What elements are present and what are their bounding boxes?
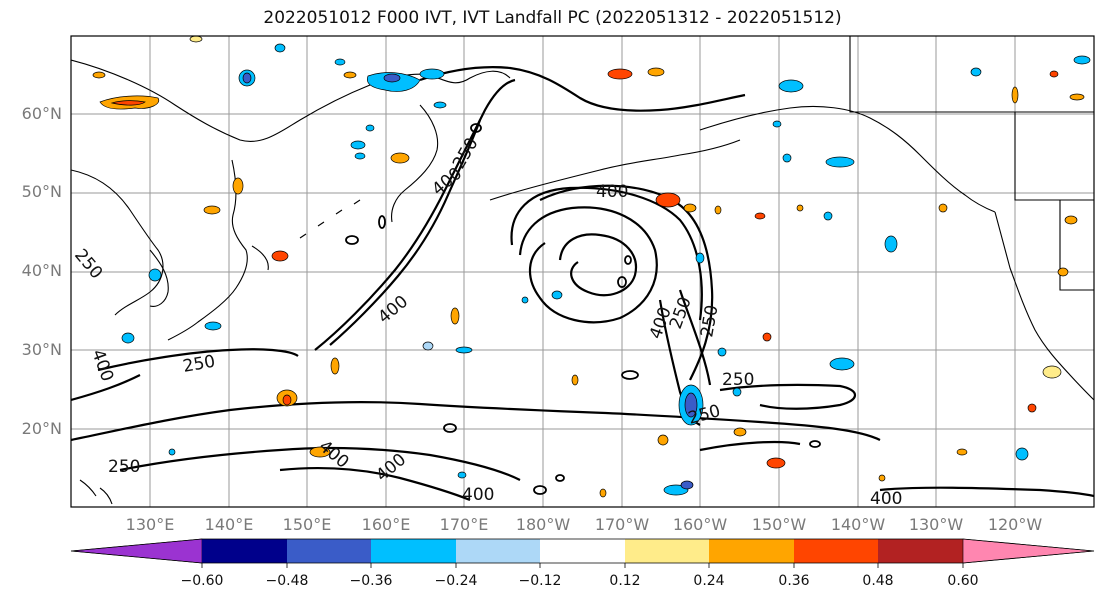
map-title: 2022051012 F000 IVT, IVT Landfall PC (20… (263, 8, 842, 28)
colorbar-segment (540, 539, 625, 563)
colorbar-segment (287, 539, 371, 563)
lon-label-170w: 170°W (594, 515, 650, 534)
colorbar-tick-label: −0.48 (265, 573, 309, 589)
positive-anomaly-patches (92, 36, 1085, 498)
lon-label-150e: 150°E (282, 515, 332, 534)
colorbar-tick-label: 0.36 (778, 573, 810, 589)
contour-label: 250 (108, 457, 140, 477)
colorbar-segment (202, 539, 287, 563)
contour-label: 250 (697, 303, 722, 338)
contour-label: 400 (870, 489, 902, 509)
contour-label: 250 (722, 370, 754, 390)
ivt-contours (71, 66, 1094, 502)
lat-label-30n: 30°N (21, 340, 62, 359)
contour-label: 400 (87, 347, 117, 384)
colorbar-segment (371, 539, 456, 563)
contour-label: 400 (372, 450, 410, 486)
contour-blobs (345, 123, 821, 495)
map-frame (70, 35, 1095, 508)
colorbar-segment (878, 539, 963, 563)
lon-label-160w: 160°W (672, 515, 728, 534)
colorbar-segment (625, 539, 709, 563)
negative-anomaly-patches (121, 43, 1091, 496)
lon-label-140w: 140°W (830, 515, 886, 534)
contour-labels: 400 250 400 250 400 250 400 400 250 250 … (70, 134, 902, 509)
colorbar-segment (70, 538, 203, 564)
colorbar-tick-label: −0.60 (180, 573, 224, 589)
colorbar-segment (794, 539, 878, 563)
gridlines (71, 36, 1094, 507)
coastlines (71, 36, 1094, 505)
lon-label-140e: 140°E (204, 515, 254, 534)
lat-label-50n: 50°N (21, 182, 62, 201)
lon-label-150w: 150°W (751, 515, 807, 534)
colorbar (70, 538, 1095, 568)
colorbar-tick-label: −0.36 (349, 573, 393, 589)
lon-label-130e: 130°E (125, 515, 175, 534)
colorbar-tick-label: 0.24 (693, 573, 725, 589)
lat-label-60n: 60°N (21, 104, 62, 123)
colorbar-tick-label: −0.12 (518, 573, 562, 589)
colorbar-segment (709, 539, 794, 563)
contour-label: 400 (462, 485, 494, 505)
contour-label: 250 (666, 294, 696, 331)
lat-label-40n: 40°N (21, 261, 62, 280)
colorbar-tick-label: 0.12 (609, 573, 641, 589)
lon-label-180w: 180°W (515, 515, 571, 534)
colorbar-tick-label: −0.24 (434, 573, 478, 589)
colorbar-segment (962, 538, 1095, 564)
colorbar-tick-label: 0.48 (862, 573, 894, 589)
lon-label-120w: 120°W (987, 515, 1043, 534)
contour-label: 250 (181, 352, 216, 377)
lat-label-20n: 20°N (21, 419, 62, 438)
colorbar-tick-label: 0.60 (947, 573, 979, 589)
lon-label-130w: 130°W (908, 515, 964, 534)
colorbar-segment (456, 539, 540, 563)
lon-label-160e: 160°E (361, 515, 411, 534)
contour-label: 400 (596, 182, 628, 202)
lon-label-170e: 170°E (439, 515, 489, 534)
contour-label: 250 (70, 245, 106, 283)
